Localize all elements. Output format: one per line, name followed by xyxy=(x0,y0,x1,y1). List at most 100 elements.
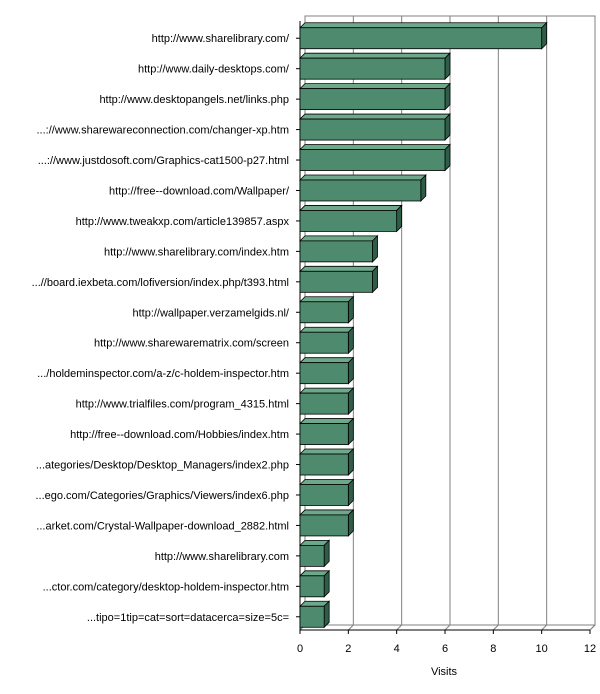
category-label: http://free--download.com/Hobbies/index.… xyxy=(70,429,289,441)
bar-top-face xyxy=(299,174,427,181)
x-tick-label: 0 xyxy=(297,643,303,655)
x-gridline-floor xyxy=(347,624,354,631)
category-label: http://www.sharelibrary.com/index.htm xyxy=(104,246,289,258)
x-tick-label: 4 xyxy=(394,643,400,655)
bar-front-face xyxy=(299,149,446,171)
bar xyxy=(299,143,451,172)
bar xyxy=(299,234,379,263)
bar-side-face xyxy=(372,265,378,294)
bar-side-face xyxy=(444,143,451,172)
bar-front-face xyxy=(299,270,373,293)
bar-side-face xyxy=(444,52,451,81)
bar-top-face xyxy=(299,509,355,516)
bar-front-face xyxy=(299,484,349,506)
bar xyxy=(299,174,427,202)
category-label: http://wallpaper.verzamelgids.nl/ xyxy=(132,307,289,319)
bar xyxy=(299,265,379,294)
bar-side-face xyxy=(372,234,378,263)
bar-front-face xyxy=(299,88,446,111)
bar-side-face xyxy=(347,448,354,476)
bar-front-face xyxy=(299,514,349,537)
bar-side-face xyxy=(444,82,451,111)
bar-side-face xyxy=(396,204,403,233)
category-label: ...tipo=1tip=cat=sort=datacerca=size=5c= xyxy=(87,612,289,624)
bar-side-face xyxy=(347,326,354,355)
bar-front-face xyxy=(299,27,543,50)
bar xyxy=(299,448,355,476)
bar xyxy=(299,508,355,537)
category-label: ...://www.sharewareconnection.com/change… xyxy=(36,125,289,137)
bar-front-face xyxy=(299,301,349,324)
bar-side-face xyxy=(347,508,354,537)
x-gridline-floor xyxy=(492,624,499,631)
bar xyxy=(299,295,355,324)
bar xyxy=(299,21,548,50)
category-label: ...//board.iexbeta.com/lofiversion/index… xyxy=(32,277,289,289)
bar-side-face xyxy=(541,21,548,50)
bar xyxy=(299,539,331,568)
bar-top-face xyxy=(299,144,451,150)
bar-front-face xyxy=(299,57,446,80)
x-gridline-floor xyxy=(396,624,403,631)
x-tick-label: 10 xyxy=(536,643,548,655)
bar-top-face xyxy=(299,387,355,394)
bar-side-face xyxy=(323,569,330,598)
bar-top-face xyxy=(299,479,355,485)
x-gridline-floor xyxy=(589,624,596,631)
bar-side-face xyxy=(347,417,354,446)
bar-front-face xyxy=(299,392,349,415)
bar-front-face xyxy=(299,423,349,445)
category-label: http://www.trialfiles.com/program_4315.h… xyxy=(76,399,289,411)
bar-front-face xyxy=(299,331,349,354)
category-label: ...ego.com/Categories/Graphics/Viewers/i… xyxy=(35,490,289,502)
bar-side-face xyxy=(420,174,427,202)
bar xyxy=(299,600,331,629)
bar-top-face xyxy=(299,113,451,120)
bar-top-face xyxy=(299,326,355,333)
category-label: ...ctor.com/category/desktop-holdem-insp… xyxy=(43,581,289,593)
bar-front-face xyxy=(299,575,325,598)
category-label: .../holdeminspector.com/a-z/c-holdem-ins… xyxy=(37,368,289,380)
bar xyxy=(299,478,355,507)
bar xyxy=(299,356,355,385)
bar xyxy=(299,569,331,598)
bar-side-face xyxy=(347,295,354,324)
x-tick-label: 2 xyxy=(345,643,351,655)
bar xyxy=(299,326,355,355)
category-label: http://www.desktopangels.net/links.php xyxy=(99,94,289,106)
bar-top-face xyxy=(299,205,403,211)
x-tick-label: 6 xyxy=(442,643,448,655)
x-gridline-floor xyxy=(541,624,548,631)
bar-top-face xyxy=(299,448,355,455)
bar-front-face xyxy=(299,605,325,628)
category-label: http://free--download.com/Wallpaper/ xyxy=(109,185,290,197)
bar-top-face xyxy=(299,83,451,90)
bar xyxy=(299,204,403,233)
bar-top-face xyxy=(299,22,548,29)
x-tick-label: 12 xyxy=(584,643,596,655)
bar-front-face xyxy=(299,240,373,263)
bar-front-face xyxy=(299,362,349,385)
bar-top-face xyxy=(299,52,451,59)
category-label: http://www.sharewarematrix.com/screen xyxy=(94,338,289,350)
bar-top-face xyxy=(299,265,379,272)
bar-side-face xyxy=(323,600,330,629)
category-label: http://www.daily-desktops.com/ xyxy=(138,64,290,76)
bar-side-face xyxy=(323,539,330,568)
bar-front-face xyxy=(299,453,349,476)
bar-front-face xyxy=(299,118,446,141)
bar-side-face xyxy=(444,113,451,142)
category-label: http://www.sharelibrary.com/ xyxy=(152,33,290,45)
bar-side-face xyxy=(347,356,354,385)
bars-layer xyxy=(299,21,548,629)
bar-front-face xyxy=(299,179,422,202)
bar xyxy=(299,52,451,81)
bar xyxy=(299,82,451,111)
bar xyxy=(299,417,355,446)
bar-top-face xyxy=(299,296,355,303)
labels-layer: 0 2 4 6 8 10 12 http://www.sharelibrary.com/htt… xyxy=(32,33,597,655)
bar xyxy=(299,387,355,416)
bar-side-face xyxy=(347,387,354,416)
category-label: http://www.sharelibrary.com xyxy=(155,551,289,563)
